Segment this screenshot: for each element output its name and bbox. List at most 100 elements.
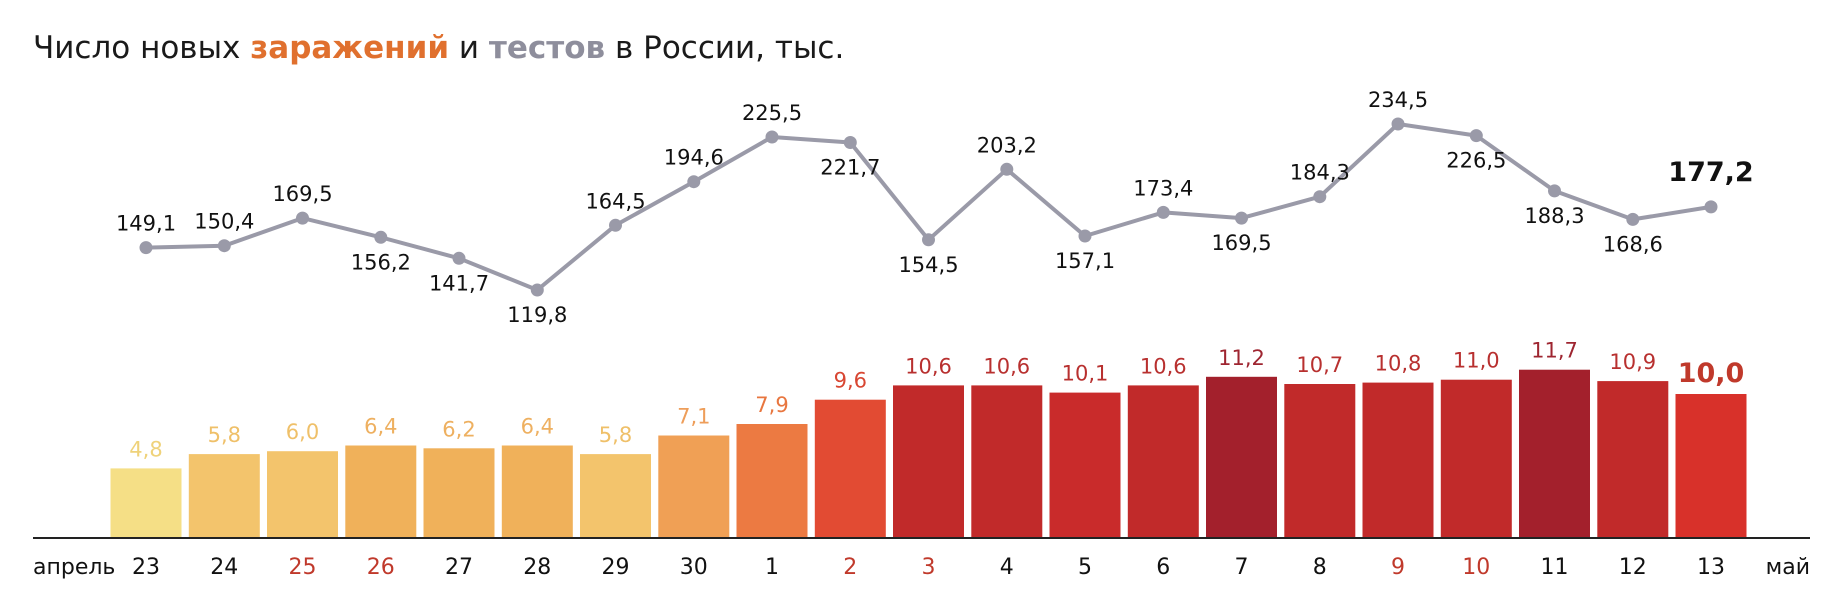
tests-value-label-26: 156,2 (351, 250, 411, 274)
x-tick-label-9: 9 (1391, 555, 1405, 580)
infection-bar-5 (1049, 392, 1121, 537)
infection-value-label-25: 6,0 (286, 420, 319, 444)
x-tick-label-13: 13 (1697, 555, 1725, 580)
infection-value-label-26: 6,4 (364, 415, 397, 439)
tests-point-5 (1078, 229, 1092, 243)
infection-bar-12 (1597, 381, 1669, 537)
tests-value-label-6: 173,4 (1133, 176, 1193, 200)
tests-point-11 (1548, 184, 1561, 198)
tests-value-label-5: 157,1 (1055, 249, 1115, 273)
x-tick-label-11: 11 (1541, 555, 1569, 580)
infection-value-label-24: 5,8 (208, 423, 241, 447)
title-tests-word: тестов (488, 30, 606, 66)
x-tick-label-28: 28 (523, 555, 551, 580)
tests-point-13 (1704, 200, 1718, 214)
infection-value-label-8: 10,7 (1296, 353, 1343, 377)
infection-bar-28 (501, 445, 573, 537)
infection-bar-8 (1284, 384, 1356, 537)
x-tick-label-8: 8 (1313, 555, 1327, 580)
x-tick-label-7: 7 (1235, 555, 1249, 580)
infection-bar-9 (1362, 382, 1434, 537)
tests-point-29 (609, 218, 622, 232)
infection-value-label-13: 10,0 (1678, 358, 1745, 389)
tests-point-4 (1000, 162, 1014, 176)
infection-bar-27 (423, 448, 495, 537)
tests-point-28 (530, 283, 544, 297)
tests-point-25 (296, 211, 309, 225)
tests-value-label-12: 168,6 (1603, 232, 1663, 256)
infection-bar-10 (1440, 379, 1512, 537)
tests-value-label-29: 164,5 (585, 189, 645, 213)
tests-point-7 (1235, 211, 1248, 225)
title-part2: и (449, 30, 489, 66)
tests-value-label-2: 221,7 (820, 156, 880, 180)
infection-value-label-4: 10,6 (983, 354, 1030, 378)
infection-bar-6 (1127, 385, 1199, 537)
x-tick-label-27: 27 (445, 555, 473, 580)
tests-value-label-13: 177,2 (1668, 157, 1753, 188)
infection-bar-26 (345, 445, 417, 537)
infection-value-label-9: 10,8 (1375, 352, 1422, 376)
title-infections-word: заражений (250, 30, 450, 66)
tests-point-27 (452, 251, 466, 265)
month-end-label: май (1766, 555, 1810, 580)
tests-point-2 (843, 136, 857, 149)
tests-value-label-3: 154,5 (898, 253, 958, 277)
title-part3: в России, тыс. (605, 30, 845, 66)
infection-bar-7 (1206, 376, 1277, 537)
title-part1: Число новых (33, 30, 251, 66)
month-start-label: апрель (33, 555, 115, 580)
tests-point-30 (687, 175, 701, 189)
x-tick-label-3: 3 (922, 555, 936, 580)
infection-value-label-3: 10,6 (905, 354, 952, 378)
tests-value-label-10: 226,5 (1446, 149, 1506, 173)
infection-bar-2 (814, 399, 886, 537)
x-tick-label-2: 2 (843, 555, 857, 580)
tests-value-label-28: 119,8 (507, 303, 567, 327)
tests-value-label-7: 169,5 (1211, 231, 1271, 255)
infection-bar-labels: 4,8 5,8 6,0 6,4 6,2 6,4 5,8 7,1 7,9 9,6 10,6 10,6 10… (129, 339, 1744, 462)
x-tick-label-25: 25 (289, 555, 317, 580)
infection-value-label-12: 10,9 (1609, 350, 1656, 374)
infection-bar-23 (110, 468, 182, 537)
infection-value-label-10: 11,0 (1453, 349, 1500, 373)
x-tick-label-12: 12 (1619, 555, 1647, 580)
x-tick-label-30: 30 (680, 555, 708, 580)
tests-value-label-11: 188,3 (1524, 204, 1584, 228)
tests-point-10 (1469, 129, 1483, 143)
infection-bar-24 (188, 454, 260, 537)
tests-point-26 (374, 230, 388, 244)
infection-value-label-27: 6,2 (442, 417, 475, 441)
infection-value-label-5: 10,1 (1062, 362, 1109, 386)
tests-point-3 (922, 233, 935, 247)
chart-title: Число новых заражений и тестов в России,… (33, 30, 844, 66)
tests-value-label-9: 234,5 (1368, 88, 1428, 112)
x-tick-label-24: 24 (210, 555, 238, 580)
infection-value-label-7: 11,2 (1218, 346, 1265, 370)
infection-bar-29 (580, 454, 651, 537)
tests-point-9 (1391, 117, 1405, 131)
tests-value-label-25: 169,5 (272, 182, 332, 206)
infection-value-label-11: 11,7 (1531, 339, 1578, 363)
infection-bar-25 (267, 451, 338, 537)
tests-point-8 (1313, 190, 1327, 204)
infection-value-label-29: 5,8 (599, 423, 632, 447)
tests-point-24 (217, 239, 231, 253)
infection-bar-13 (1675, 394, 1747, 537)
tests-value-label-8: 184,3 (1290, 161, 1350, 185)
infection-bar-11 (1519, 369, 1590, 537)
tests-value-label-23: 149,1 (116, 212, 176, 236)
infection-value-label-2: 9,6 (834, 369, 867, 393)
x-tick-label-29: 29 (602, 555, 630, 580)
tests-point-12 (1626, 212, 1640, 226)
x-tick-label-23: 23 (132, 555, 160, 580)
x-tick-label-1: 1 (765, 555, 779, 580)
tests-point-23 (139, 241, 153, 255)
infection-bars (110, 369, 1747, 537)
infection-bar-1 (736, 424, 808, 537)
infection-value-label-1: 7,9 (755, 393, 788, 417)
x-tick-label-5: 5 (1078, 555, 1092, 580)
infection-value-label-30: 7,1 (677, 405, 710, 429)
